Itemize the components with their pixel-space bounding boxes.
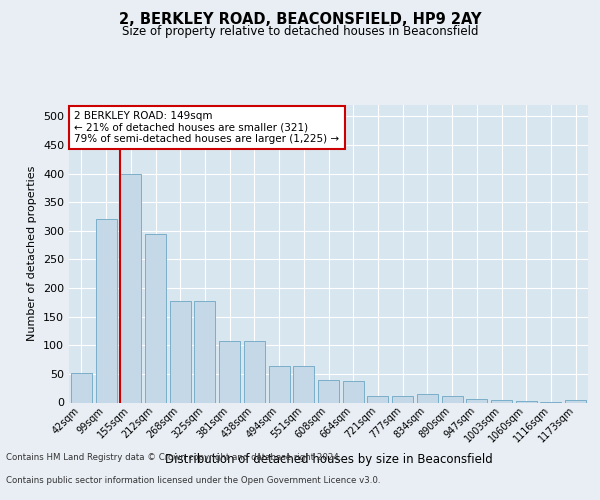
Bar (71, 373, 92, 402)
Bar (95, 220, 116, 402)
Text: Contains public sector information licensed under the Open Government Licence v3: Contains public sector information licen… (6, 476, 380, 485)
Bar (269, 366, 290, 402)
Bar (194, 300, 215, 402)
Bar (392, 396, 413, 402)
Bar (170, 300, 191, 402)
Bar (293, 366, 314, 402)
Y-axis label: Number of detached properties: Number of detached properties (28, 166, 37, 342)
Text: Contains HM Land Registry data © Crown copyright and database right 2024.: Contains HM Land Registry data © Crown c… (6, 454, 341, 462)
Bar (318, 380, 339, 402)
Bar (244, 342, 265, 402)
Bar (219, 342, 240, 402)
Text: 2, BERKLEY ROAD, BEACONSFIELD, HP9 2AY: 2, BERKLEY ROAD, BEACONSFIELD, HP9 2AY (119, 12, 481, 28)
Bar (367, 396, 388, 402)
Bar (466, 399, 487, 402)
X-axis label: Distribution of detached houses by size in Beaconsfield: Distribution of detached houses by size … (164, 453, 493, 466)
Text: Size of property relative to detached houses in Beaconsfield: Size of property relative to detached ho… (122, 25, 478, 38)
Bar (145, 234, 166, 402)
Bar (442, 396, 463, 402)
Text: 2 BERKLEY ROAD: 149sqm
← 21% of detached houses are smaller (321)
79% of semi-de: 2 BERKLEY ROAD: 149sqm ← 21% of detached… (74, 111, 340, 144)
Bar (565, 400, 586, 402)
Bar (120, 174, 141, 402)
Bar (417, 394, 438, 402)
Bar (343, 382, 364, 402)
Bar (491, 400, 512, 402)
